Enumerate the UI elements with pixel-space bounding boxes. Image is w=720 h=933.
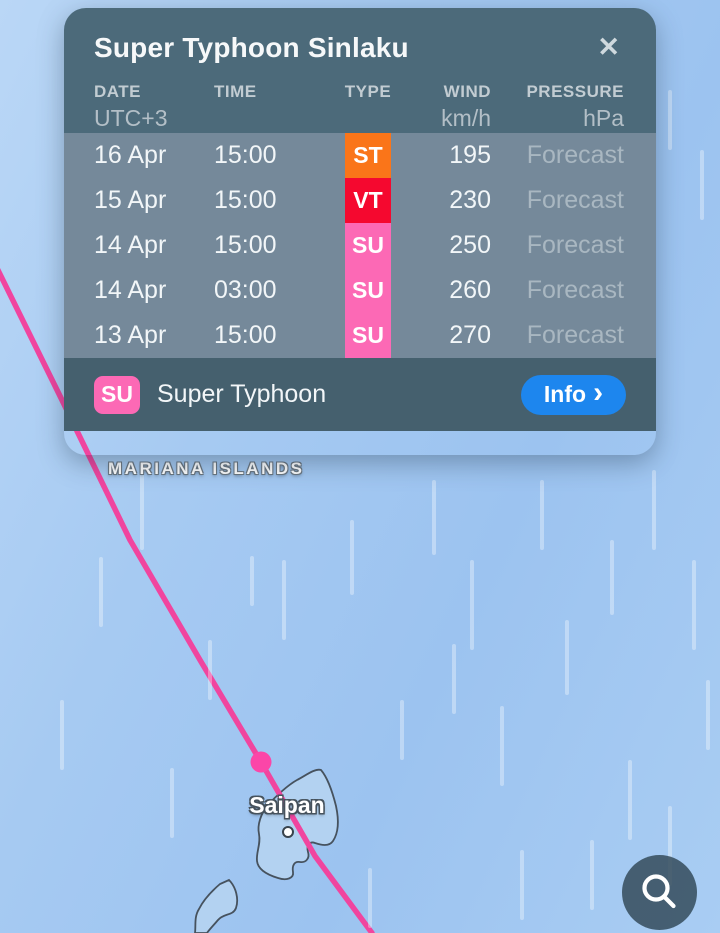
cell-time: 15:00 [214, 321, 277, 349]
cell-pressure: Forecast [526, 141, 624, 169]
region-label: MARIANA ISLANDS [108, 459, 305, 478]
info-button[interactable]: Info › [521, 374, 626, 415]
forecast-table: 16 Apr 15:00 ST 195 Forecast 15 Apr 15:0… [64, 133, 656, 358]
cell-time: 03:00 [214, 276, 277, 304]
column-unit-time [214, 105, 320, 132]
storm-type-badge: SU [345, 268, 391, 313]
table-row[interactable]: 14 Apr 15:00 SU 250 Forecast [94, 223, 624, 268]
legend-type-badge: SU [94, 375, 140, 414]
storm-panel-footer: SU Super Typhoon Info › [64, 358, 656, 431]
column-label-time: TIME [214, 82, 257, 101]
storm-title: Super Typhoon Sinlaku [94, 32, 409, 63]
close-icon[interactable]: ✕ [597, 32, 620, 62]
cell-date: 13 Apr [94, 321, 167, 349]
column-label-date: DATE [94, 82, 142, 101]
cell-wind: 230 [449, 186, 491, 214]
column-unit-type [320, 105, 416, 132]
cell-pressure: Forecast [526, 231, 624, 259]
tinian-island-outline [194, 878, 239, 933]
cell-time: 15:00 [214, 231, 277, 259]
legend-label: Super Typhoon [157, 380, 327, 408]
cell-pressure: Forecast [526, 321, 624, 349]
storm-panel: Super Typhoon Sinlaku ✕ DATE UTC+3 TIME … [64, 8, 656, 455]
column-unit-date: UTC+3 [94, 105, 168, 131]
column-label-type: TYPE [344, 82, 392, 101]
cell-pressure: Forecast [526, 276, 624, 304]
chevron-right-icon: › [593, 376, 604, 409]
cell-date: 15 Apr [94, 186, 167, 214]
table-row[interactable]: 15 Apr 15:00 VT 230 Forecast [94, 178, 624, 223]
cell-pressure: Forecast [526, 186, 624, 214]
storm-type-badge: SU [345, 313, 391, 358]
table-column-headers: DATE UTC+3 TIME TYPE WIND km/h PRESSURE [94, 82, 624, 132]
cell-date: 16 Apr [94, 141, 167, 169]
table-row[interactable]: 13 Apr 15:00 SU 270 Forecast [94, 313, 624, 358]
cell-time: 15:00 [214, 141, 277, 169]
column-label-wind: WIND [443, 82, 491, 101]
storm-track-point-marker[interactable] [250, 751, 272, 773]
cell-date: 14 Apr [94, 231, 167, 259]
cell-time: 15:00 [214, 186, 277, 214]
cell-wind: 260 [449, 276, 491, 304]
storm-track-line [0, 267, 375, 933]
info-button-label: Info [543, 381, 587, 407]
storm-type-badge: ST [345, 133, 391, 178]
table-row[interactable]: 14 Apr 03:00 SU 260 Forecast [94, 268, 624, 313]
cell-wind: 270 [449, 321, 491, 349]
search-button[interactable] [622, 855, 697, 930]
saipan-city-dot [282, 826, 294, 838]
cell-wind: 195 [449, 141, 491, 169]
storm-type-badge: SU [345, 223, 391, 268]
cell-wind: 250 [449, 231, 491, 259]
place-label-saipan: Saipan [249, 792, 325, 818]
column-unit-wind: km/h [441, 105, 491, 131]
storm-type-badge: VT [345, 178, 391, 223]
search-icon [641, 873, 676, 908]
cell-date: 14 Apr [94, 276, 167, 304]
table-row[interactable]: 16 Apr 15:00 ST 195 Forecast [94, 133, 624, 178]
column-unit-pressure: hPa [583, 105, 624, 131]
storm-panel-header: Super Typhoon Sinlaku ✕ DATE UTC+3 TIME … [64, 8, 656, 133]
column-label-pressure: PRESSURE [526, 82, 624, 101]
